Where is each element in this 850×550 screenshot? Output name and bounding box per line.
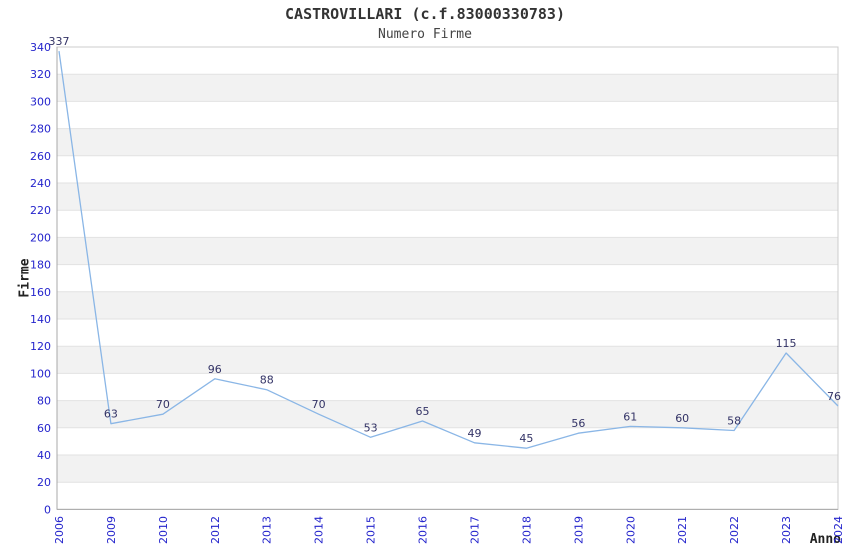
x-tick-label: 2013 — [261, 516, 274, 544]
plot-border — [56, 46, 839, 510]
y-tick-label: 260 — [30, 150, 51, 163]
data-point-label: 65 — [416, 405, 430, 418]
grid-band — [57, 183, 838, 211]
data-point-label: 49 — [467, 427, 481, 440]
data-point-label: 61 — [623, 410, 637, 423]
data-point-label: 76 — [827, 390, 841, 403]
y-tick-label: 280 — [30, 123, 51, 136]
grid-band — [57, 455, 838, 483]
grid-band — [57, 128, 838, 156]
data-point-label: 70 — [312, 398, 326, 411]
grid-band — [57, 74, 838, 102]
y-tick-label: 160 — [30, 286, 51, 299]
y-tick-label: 140 — [30, 313, 51, 326]
y-tick-label: 20 — [37, 476, 51, 489]
x-tick-label: 2022 — [728, 516, 741, 544]
y-tick-label: 220 — [30, 204, 51, 217]
chart-subtitle: Numero Firme — [378, 27, 472, 42]
x-tick-label: 2018 — [520, 516, 533, 544]
y-tick-label: 320 — [30, 68, 51, 81]
y-tick-label: 240 — [30, 177, 51, 190]
x-tick-label: 2014 — [313, 516, 326, 544]
grid-band — [57, 346, 838, 374]
data-point-label: 45 — [519, 432, 533, 445]
x-tick-label: 2015 — [365, 516, 378, 544]
y-tick-label: 300 — [30, 95, 51, 108]
x-tick-label: 2024 — [832, 516, 845, 544]
y-tick-label: 100 — [30, 367, 51, 380]
data-point-label: 115 — [776, 337, 797, 350]
grid-band — [57, 291, 838, 319]
data-point-label: 56 — [571, 417, 585, 430]
y-tick-label: 340 — [30, 41, 51, 54]
data-point-label: 58 — [727, 415, 741, 428]
x-tick-label: 2016 — [417, 516, 430, 544]
data-point-label: 96 — [208, 363, 222, 376]
y-tick-label: 80 — [37, 395, 51, 408]
chart-title: CASTROVILLARI (c.f.83000330783) — [285, 5, 565, 23]
y-tick-label: 200 — [30, 231, 51, 244]
x-tick-label: 2017 — [468, 516, 481, 544]
y-tick-label: 0 — [44, 503, 51, 516]
x-tick-label: 2009 — [105, 516, 118, 544]
grid-band — [57, 237, 838, 265]
y-tick-label: 60 — [37, 422, 51, 435]
data-point-label: 53 — [364, 421, 378, 434]
data-line — [58, 51, 839, 449]
x-tick-label: 2010 — [157, 516, 170, 544]
y-tick-label: 40 — [37, 449, 51, 462]
x-tick-label: 2012 — [209, 516, 222, 544]
y-tick-label: 120 — [30, 340, 51, 353]
data-point-label: 88 — [260, 374, 274, 387]
x-tick-label: 2019 — [572, 516, 585, 544]
data-point-label: 337 — [49, 35, 70, 48]
x-tick-label: 2006 — [53, 516, 66, 544]
data-point-label: 70 — [156, 398, 170, 411]
grid-band — [57, 400, 838, 428]
x-tick-label: 2023 — [780, 516, 793, 544]
x-tick-label: 2020 — [624, 516, 637, 544]
y-tick-label: 180 — [30, 259, 51, 272]
x-axis-label: Anno — [809, 532, 841, 547]
x-tick-label: 2021 — [676, 516, 689, 544]
data-point-label: 60 — [675, 412, 689, 425]
data-point-label: 63 — [104, 408, 118, 421]
